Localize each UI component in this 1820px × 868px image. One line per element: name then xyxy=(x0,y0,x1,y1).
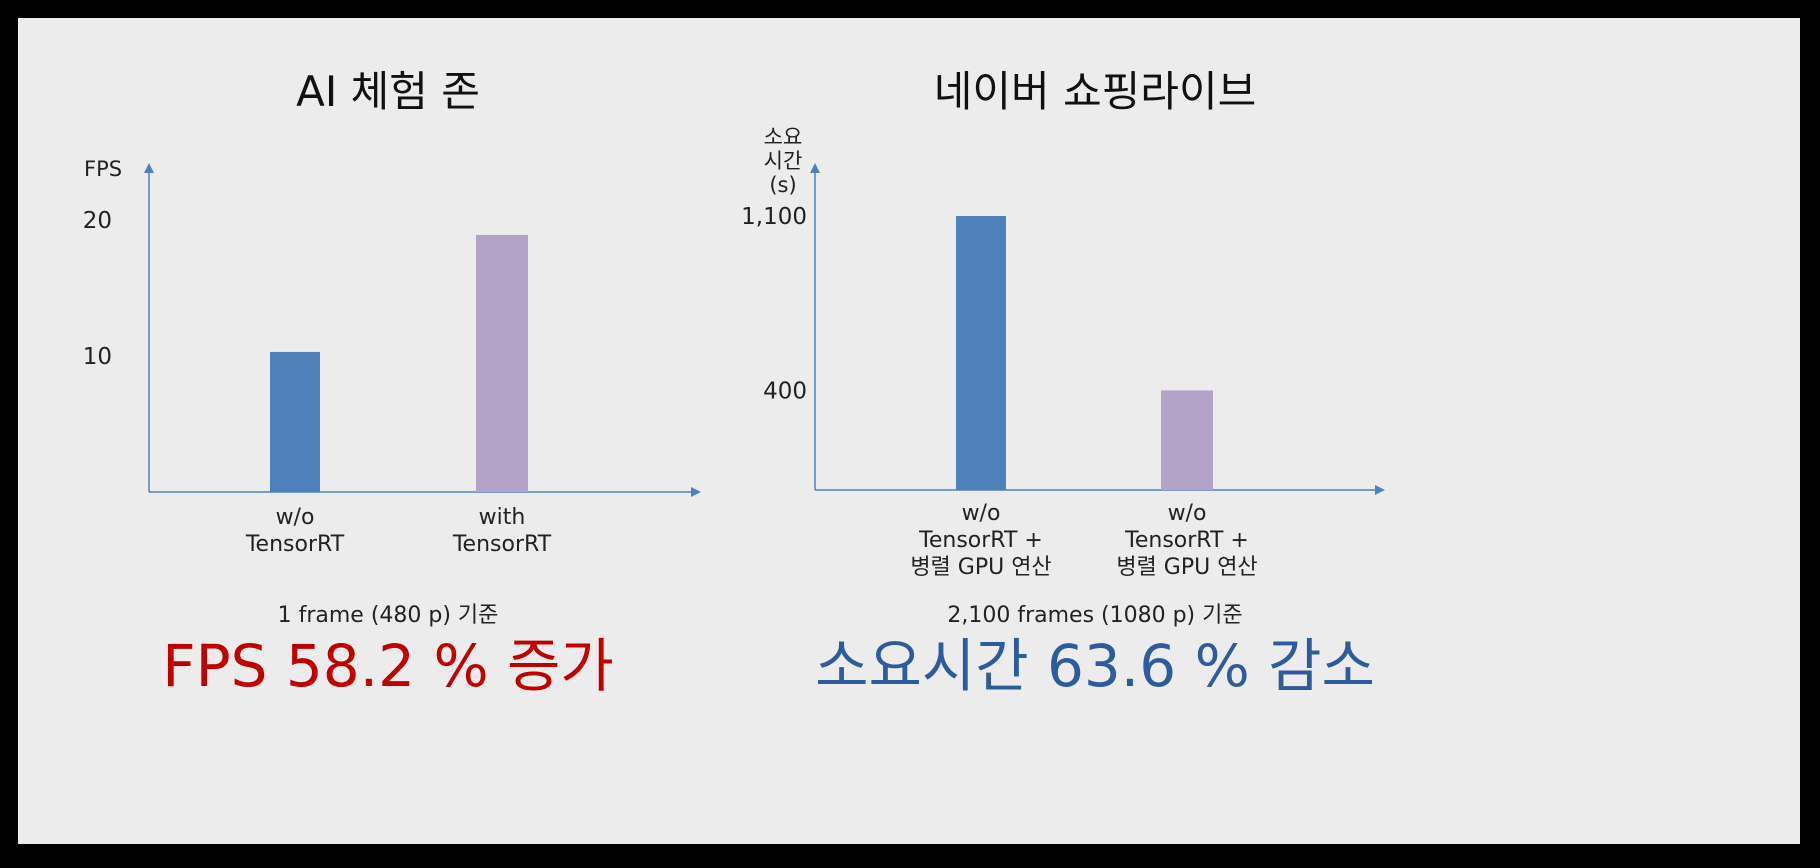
basis-note: 1 frame (480 p) 기준 xyxy=(278,603,499,628)
bar-1 xyxy=(956,216,1006,490)
category-label: w/o TensorRT + 병렬 GPU 연산 xyxy=(1116,501,1257,580)
y-axis-label: FPS xyxy=(84,157,122,181)
y-tick-label: 400 xyxy=(763,378,807,404)
category-label: w/o TensorRT xyxy=(245,505,345,557)
bar-2 xyxy=(476,234,528,492)
y-tick-label: 1,100 xyxy=(741,204,807,230)
bar-1 xyxy=(270,351,320,492)
result-highlight: FPS 58.2 % 증가 xyxy=(162,632,613,700)
bar-2 xyxy=(1161,390,1213,490)
category-label: w/o TensorRT + 병렬 GPU 연산 xyxy=(910,501,1051,580)
category-label: with TensorRT xyxy=(452,505,552,557)
y-tick-label: 20 xyxy=(83,208,112,234)
chart-title: AI 체험 존 xyxy=(296,67,480,116)
slide: AI 체험 존 FPS 10 20 w/o TensorRT with TensorRT 1 f… xyxy=(18,18,1800,844)
basis-note: 2,100 frames (1080 p) 기준 xyxy=(947,603,1242,628)
result-highlight: 소요시간 63.6 % 감소 xyxy=(815,632,1375,700)
chart-1: AI 체험 존 FPS 10 20 w/o TensorRT with TensorRT 1 f… xyxy=(83,67,701,700)
chart-canvas: AI 체험 존 FPS 10 20 w/o TensorRT with TensorRT 1 f… xyxy=(83,67,1385,700)
y-axis-label: 소요 시간 (s) xyxy=(764,125,803,197)
chart-title: 네이버 쇼핑라이브 xyxy=(934,67,1256,116)
y-tick-label: 10 xyxy=(83,344,112,370)
